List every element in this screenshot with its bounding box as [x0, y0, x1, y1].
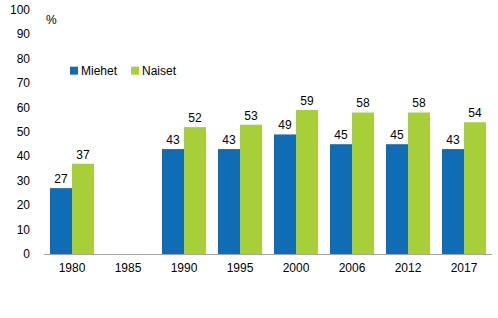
tick-label: 80	[17, 52, 31, 66]
bar	[330, 144, 352, 254]
category-label: 1980	[59, 261, 86, 275]
bar	[464, 122, 486, 254]
category-label: 2012	[395, 261, 422, 275]
category-label: 1985	[115, 261, 142, 275]
tick-label: 40	[17, 149, 31, 163]
data-label: 53	[244, 109, 258, 123]
tick-label: 30	[17, 174, 31, 188]
tick-mark	[41, 205, 44, 206]
bars	[50, 110, 486, 254]
bar	[442, 149, 464, 254]
data-label: 45	[334, 128, 348, 142]
data-label: 27	[54, 172, 68, 186]
tick-mark	[41, 58, 44, 59]
bar	[240, 125, 262, 254]
data-label: 54	[468, 106, 482, 120]
bar	[408, 112, 430, 254]
tick-mark	[41, 254, 44, 255]
bar	[50, 188, 72, 254]
tick-mark	[41, 229, 44, 230]
data-label: 52	[188, 111, 202, 125]
data-label: 43	[166, 133, 180, 147]
data-label: 45	[390, 128, 404, 142]
bar	[184, 127, 206, 254]
tick-mark	[41, 10, 44, 11]
x-axis: 1980 1985 1990 1995 2000 2006 2012 2017	[59, 261, 478, 275]
tick-label: 50	[17, 125, 31, 139]
legend-label: Miehet	[81, 64, 118, 78]
legend-swatch	[131, 67, 139, 75]
y-axis: 0 10 20 30 40 50 60 70 80 90 100	[10, 3, 44, 261]
tick-mark	[41, 180, 44, 181]
tick-label: 0	[23, 247, 30, 261]
data-label: 59	[300, 94, 314, 108]
chart-container: 0 10 20 30 40 50 60 70 80 90 100% 27 43 43 49 45 45 43 37 5…	[0, 0, 498, 318]
legend: Miehet Naiset	[70, 64, 177, 78]
bar	[218, 149, 240, 254]
category-label: 2006	[339, 261, 366, 275]
legend-label: Naiset	[142, 64, 177, 78]
category-label: 2000	[283, 261, 310, 275]
bar	[386, 144, 408, 254]
tick-mark	[41, 107, 44, 108]
category-label: 1990	[171, 261, 198, 275]
bar	[296, 110, 318, 254]
bar	[352, 112, 374, 254]
tick-mark	[41, 132, 44, 133]
tick-label: 70	[17, 76, 31, 90]
tick-label: 100	[10, 3, 30, 17]
data-label: 43	[446, 133, 460, 147]
category-label: 2017	[451, 261, 478, 275]
data-label: 49	[278, 118, 292, 132]
x-axis-line	[44, 254, 492, 255]
tick-mark	[41, 34, 44, 35]
data-labels: 27 43 43 49 45 45 43 37 52 53 59 58 58 54	[54, 94, 482, 186]
tick-label: 20	[17, 198, 31, 212]
bar	[72, 164, 94, 254]
tick-label: 60	[17, 101, 31, 115]
data-label: 58	[356, 96, 370, 110]
legend-swatch	[70, 67, 78, 75]
category-label: 1995	[227, 261, 254, 275]
bar	[274, 134, 296, 254]
bar	[162, 149, 184, 254]
tick-label: 90	[17, 27, 31, 41]
chart: 0 10 20 30 40 50 60 70 80 90 100% 27 43 43 49 45 45 43 37 5…	[0, 0, 498, 318]
tick-mark	[41, 83, 44, 84]
data-label: 37	[76, 148, 90, 162]
tick-mark	[41, 156, 44, 157]
data-label: 43	[222, 133, 236, 147]
axis-label: %	[46, 13, 57, 27]
tick-label: 10	[17, 223, 31, 237]
data-label: 58	[412, 96, 426, 110]
